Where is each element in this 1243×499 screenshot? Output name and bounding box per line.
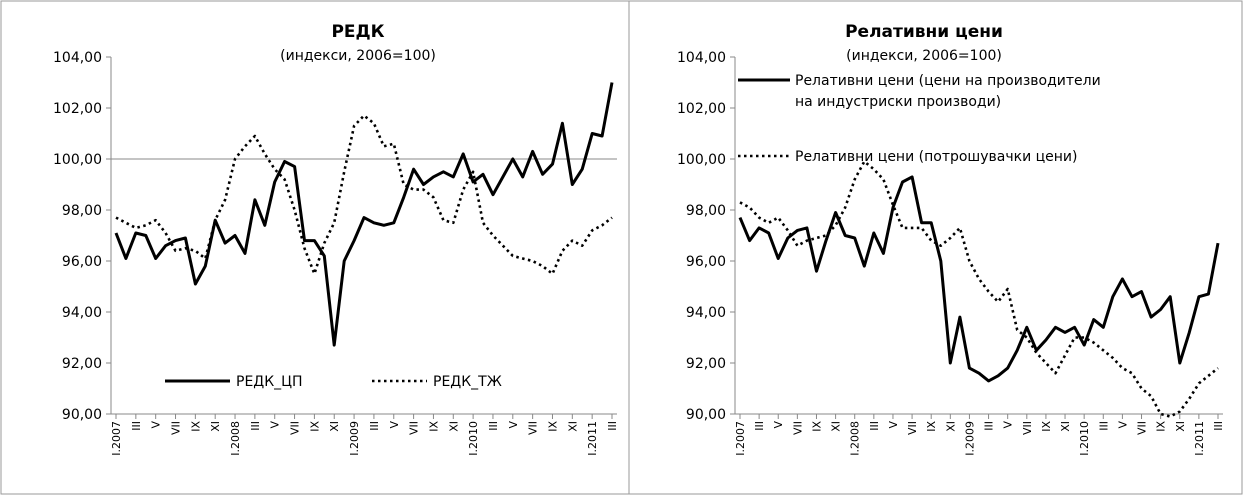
chart-redk: РЕДК (индекси, 2006=100) 90,00 92,00 94,00… xyxy=(53,22,619,456)
y-tick-label: 92,00 xyxy=(686,356,726,372)
x-tick-label: V xyxy=(507,421,520,429)
x-tick-label: V xyxy=(772,421,785,429)
x-tick-label: V xyxy=(1116,421,1129,429)
legend: Релативни цени (цени на производители на … xyxy=(738,73,1101,165)
x-tick-label: III xyxy=(753,421,766,431)
y-tick-label: 94,00 xyxy=(686,305,726,321)
x-tick-label: I.2007 xyxy=(110,421,123,456)
x-tick-label: I.2011 xyxy=(1193,421,1206,456)
y-tick-label: 104,00 xyxy=(53,50,102,66)
x-tick-label: VII xyxy=(791,421,804,435)
x-tick-label: III xyxy=(249,421,262,431)
x-tick-label: VII xyxy=(1136,421,1149,435)
x-tick-label: I.2007 xyxy=(734,421,747,456)
legend-label: РЕДК_ТЖ xyxy=(433,374,502,390)
x-tick-label: XI xyxy=(944,421,957,432)
y-tick-label: 100,00 xyxy=(677,152,726,168)
x-tick-label: III xyxy=(606,421,619,431)
x-tick-label: III xyxy=(368,421,381,431)
x-tick-label: XI xyxy=(209,421,222,432)
y-tick-label: 94,00 xyxy=(62,305,102,321)
x-tick-label: I.2009 xyxy=(963,421,976,456)
x-tick-label: IX xyxy=(427,421,440,432)
x-tick-label: III xyxy=(1212,421,1225,431)
y-tick-label: 102,00 xyxy=(53,101,102,117)
x-tick-label: I.2010 xyxy=(467,421,480,456)
x-tick-label: XI xyxy=(1174,421,1187,432)
x-tick-label: I.2008 xyxy=(849,421,862,456)
y-tick-label: 96,00 xyxy=(686,254,726,270)
y-tick-label: 98,00 xyxy=(62,203,102,219)
x-tick-label: V xyxy=(887,421,900,429)
legend-label: РЕДК_ЦП xyxy=(236,374,303,390)
x-tick-label: IX xyxy=(1040,421,1053,432)
x-tick-label: I.2008 xyxy=(229,421,242,456)
x-tick-label: XI xyxy=(328,421,341,432)
y-tick-label: 100,00 xyxy=(53,152,102,168)
x-tick-label: IX xyxy=(1155,421,1168,432)
x-tick-label: V xyxy=(1002,421,1015,429)
legend: РЕДК_ЦП РЕДК_ТЖ xyxy=(165,374,502,390)
chart-relative-prices: Релативни цени (индекси, 2006=100) 90,00… xyxy=(677,22,1225,456)
legend-label: Релативни цени (цени на производители xyxy=(795,73,1101,89)
chart-subtitle: (индекси, 2006=100) xyxy=(846,48,1002,64)
x-tick-label: IX xyxy=(810,421,823,432)
y-tick-label: 90,00 xyxy=(686,407,726,423)
y-tick-label: 96,00 xyxy=(62,254,102,270)
x-tick-label: I.2010 xyxy=(1078,421,1091,456)
x-tick-label: IX xyxy=(546,421,559,432)
x-tick-label: IX xyxy=(308,421,321,432)
x-tick-label: VII xyxy=(906,421,919,435)
x-tick-label: V xyxy=(150,421,163,429)
x-tick-label: VII xyxy=(527,421,540,435)
x-tick-label: VII xyxy=(289,421,302,435)
chart-subtitle: (индекси, 2006=100) xyxy=(280,48,436,64)
x-tick-label: XI xyxy=(447,421,460,432)
x-tick-label: III xyxy=(130,421,143,431)
x-tick-label: IX xyxy=(925,421,938,432)
chart-title: РЕДК xyxy=(331,22,384,42)
x-tick-label: VII xyxy=(1021,421,1034,435)
chart-title: Релативни цени xyxy=(845,22,1003,42)
legend-label: на индустриски производи) xyxy=(795,94,1001,110)
y-tick-label: 104,00 xyxy=(677,50,726,66)
x-tick-label: VII xyxy=(408,421,421,435)
y-tick-label: 98,00 xyxy=(686,203,726,219)
x-tick-label: IX xyxy=(189,421,202,432)
x-tick-label: III xyxy=(983,421,996,431)
y-tick-label: 102,00 xyxy=(677,101,726,117)
legend-label: Релативни цени (потрошувачки цени) xyxy=(795,149,1077,165)
x-tick-label: VII xyxy=(170,421,183,435)
x-tick-label: V xyxy=(388,421,401,429)
x-tick-label: V xyxy=(269,421,282,429)
y-tick-label: 92,00 xyxy=(62,356,102,372)
x-tick-label: III xyxy=(487,421,500,431)
series-line-dotted xyxy=(115,114,613,276)
x-tick-label: XI xyxy=(566,421,579,432)
x-tick-label: I.2009 xyxy=(348,421,361,456)
series-line-solid xyxy=(738,175,1220,383)
y-tick-label: 90,00 xyxy=(62,407,102,423)
x-tick-label: III xyxy=(868,421,881,431)
x-tick-label: XI xyxy=(1059,421,1072,432)
series-line-solid xyxy=(114,82,614,347)
x-tick-label: I.2011 xyxy=(586,421,599,456)
x-tick-label: XI xyxy=(830,421,843,432)
x-tick-label: III xyxy=(1097,421,1110,431)
